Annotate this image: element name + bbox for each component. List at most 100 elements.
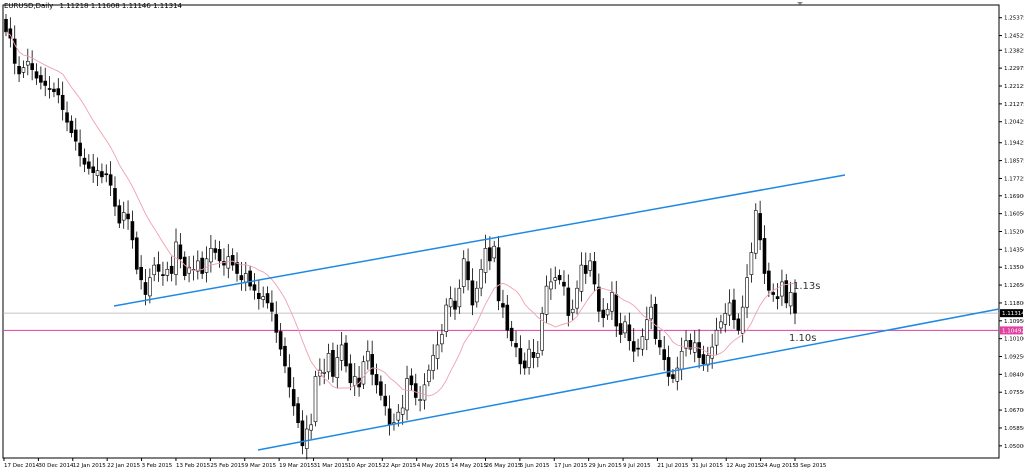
bull-candle xyxy=(623,321,627,334)
bear-candle xyxy=(597,286,601,312)
bear-candle xyxy=(230,255,235,266)
y-tick-label: 1.24525 xyxy=(1004,34,1024,40)
bull-candle xyxy=(322,371,327,374)
bear-candle xyxy=(344,342,348,367)
bull-candle xyxy=(352,376,357,386)
x-tick-label: 3 Sep 2015 xyxy=(795,463,827,469)
y-tick-label: 1.10100 xyxy=(1004,337,1024,343)
x-tick-label: 9 Mar 2015 xyxy=(245,463,277,469)
bear-candle xyxy=(767,270,771,291)
bull-candle xyxy=(313,376,318,423)
bear-candle xyxy=(614,294,619,327)
y-tick-label: 1.05000 xyxy=(1004,444,1024,450)
bear-candle xyxy=(52,88,56,93)
y-tick-label: 1.14350 xyxy=(1004,247,1024,253)
bear-candle xyxy=(108,174,113,186)
bull-candle xyxy=(474,287,479,303)
bear-candle xyxy=(466,261,470,281)
bear-candle xyxy=(631,341,636,352)
bear-candle xyxy=(73,129,78,142)
bear-candle xyxy=(627,324,632,342)
bull-candle xyxy=(780,281,784,297)
y-tick-label: 1.16900 xyxy=(1004,194,1024,200)
y-tick-label: 1.22125 xyxy=(1004,84,1024,90)
bear-candle xyxy=(270,302,274,312)
bear-candle xyxy=(379,381,383,396)
y-tick-label: 1.21275 xyxy=(1004,102,1024,108)
bull-candle xyxy=(304,428,309,449)
bull-candle xyxy=(570,308,575,314)
bear-candle xyxy=(653,303,658,339)
x-tick-label: 29 Jun 2015 xyxy=(589,463,623,469)
bull-candle xyxy=(196,260,200,272)
x-tick-label: 14 May 2015 xyxy=(451,463,487,469)
y-tick-label: 1.22975 xyxy=(1004,66,1024,72)
plot-frame xyxy=(2,4,1000,459)
moving-average-line xyxy=(5,31,796,397)
bull-candle xyxy=(431,355,435,371)
bear-candle xyxy=(531,352,536,358)
bear-candle xyxy=(732,299,736,321)
bear-candle xyxy=(618,323,623,335)
bear-candle xyxy=(387,408,392,426)
bull-candle xyxy=(588,260,592,271)
bull-candle xyxy=(640,336,645,350)
bull-candle xyxy=(719,321,723,329)
bull-candle xyxy=(209,248,213,263)
chart-header: EURUSD,Daily 1.11218 1.11608 1.11146 1.1… xyxy=(4,2,186,10)
bear-candle xyxy=(758,213,762,241)
bear-candle xyxy=(156,264,161,272)
bear-candle xyxy=(488,247,492,262)
bull-candle xyxy=(675,367,680,382)
bull-candle xyxy=(710,346,714,359)
y-tick-label: 1.06700 xyxy=(1004,408,1024,414)
bear-candle xyxy=(213,248,218,253)
bear-candle xyxy=(69,120,74,134)
bear-candle xyxy=(274,314,279,333)
bull-candle xyxy=(649,306,653,320)
bear-candle xyxy=(501,303,505,308)
bear-candle xyxy=(562,281,566,287)
bear-candle xyxy=(4,18,8,33)
bull-candle xyxy=(400,407,405,415)
bear-candle xyxy=(775,296,780,300)
bear-candle xyxy=(331,350,335,377)
bear-candle xyxy=(662,349,667,360)
bear-candle xyxy=(671,374,675,379)
bear-candle xyxy=(104,173,109,176)
y-tick-label: 1.05850 xyxy=(1004,426,1024,432)
bear-candle xyxy=(784,280,789,304)
bear-candle xyxy=(17,66,21,75)
y-tick-label: 1.23825 xyxy=(1004,48,1024,54)
bull-candle xyxy=(605,308,610,316)
bear-candle xyxy=(701,354,706,365)
bull-candle xyxy=(753,210,758,254)
x-tick-label: 30 Dec 2014 xyxy=(38,463,74,469)
bear-candle xyxy=(60,94,65,110)
symbol-label: EURUSD,Daily xyxy=(4,2,54,10)
bear-candle xyxy=(239,275,244,281)
bull-candle xyxy=(25,61,30,66)
bull-candle xyxy=(152,264,157,276)
bull-candle xyxy=(448,298,453,308)
bear-candle xyxy=(134,237,139,270)
bear-candle xyxy=(522,360,527,369)
bull-candle xyxy=(21,67,26,73)
bull-candle xyxy=(740,306,745,334)
bear-candle xyxy=(348,363,353,384)
x-tick-label: 19 Mar 2015 xyxy=(279,463,314,469)
bear-candle xyxy=(291,389,296,407)
bull-candle xyxy=(405,378,409,411)
x-tick-label: 22 Jan 2015 xyxy=(107,463,140,469)
bull-candle xyxy=(165,269,170,276)
bull-candle xyxy=(444,304,449,332)
bear-candle xyxy=(265,293,270,304)
bull-candle xyxy=(575,287,579,309)
bull-candle xyxy=(540,313,544,351)
bull-candle xyxy=(121,212,126,221)
bear-candle xyxy=(688,340,693,350)
x-tick-label: 22 Apr 2015 xyxy=(382,463,417,469)
x-tick-label: 12 Jan 2015 xyxy=(73,463,106,469)
